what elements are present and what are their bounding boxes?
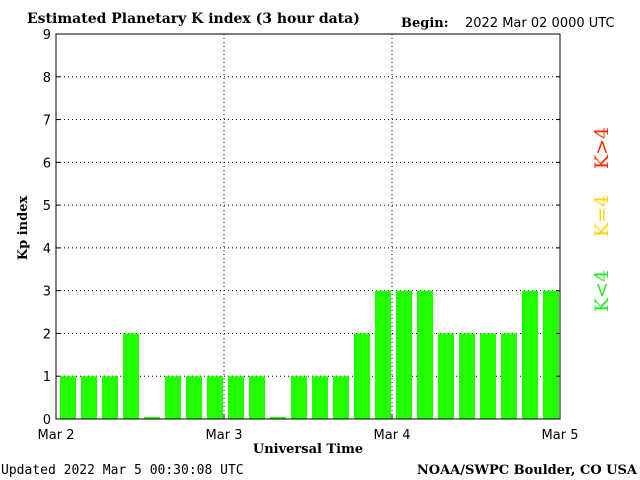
kp-bar <box>375 290 391 419</box>
y-tick-label: 6 <box>43 156 51 171</box>
begin-value: 2022 Mar 02 0000 UTC <box>465 16 615 31</box>
kp-bar <box>333 376 349 419</box>
kp-bar <box>270 416 286 419</box>
y-tick-label: 4 <box>43 242 51 257</box>
kp-bar <box>291 376 307 419</box>
kp-bar <box>417 290 433 419</box>
x-tick-label: Mar 4 <box>374 428 411 443</box>
y-tick-label: 9 <box>43 28 51 43</box>
kp-bar <box>459 333 475 419</box>
kp-bar <box>396 290 412 419</box>
y-tick-label: 2 <box>43 327 51 342</box>
y-tick-label: 1 <box>43 370 51 385</box>
kp-bar <box>102 376 118 419</box>
kp-bar <box>228 376 244 419</box>
legend-k-equal-4: K=4 <box>591 195 613 237</box>
legend-k-less-4: K<4 <box>591 270 613 312</box>
x-tick-label: Mar 2 <box>38 428 75 443</box>
kp-bar <box>123 333 139 419</box>
kp-bar <box>480 333 496 419</box>
kp-bar <box>165 376 181 419</box>
kp-bar <box>312 376 328 419</box>
begin-label: Begin: <box>401 16 449 31</box>
kp-bar <box>81 376 97 419</box>
y-tick-label: 0 <box>43 413 51 428</box>
y-axis-label: Kp index <box>16 196 31 261</box>
x-tick-label: Mar 5 <box>542 428 579 443</box>
kp-bar <box>207 376 223 419</box>
y-axis-ticks: 0 1 2 3 4 5 6 7 8 9 <box>43 28 560 428</box>
grid-lines <box>56 34 560 419</box>
plot-frame <box>55 33 561 420</box>
kp-bar <box>522 290 538 419</box>
kp-bar <box>60 376 76 419</box>
chart-title: Estimated Planetary K index (3 hour data… <box>27 11 360 27</box>
y-tick-label: 5 <box>43 199 51 214</box>
y-tick-label: 3 <box>43 285 51 300</box>
bar-series <box>60 290 559 419</box>
x-axis-label: Universal Time <box>253 442 363 457</box>
kp-bar <box>543 290 559 419</box>
kp-bar <box>438 333 454 419</box>
kp-bar <box>144 416 160 419</box>
kp-bar <box>186 376 202 419</box>
kp-bar <box>249 376 265 419</box>
x-tick-label: Mar 3 <box>206 428 243 443</box>
y-tick-label: 7 <box>43 114 51 129</box>
legend-k-greater-4: K>4 <box>591 127 613 169</box>
y-tick-label: 8 <box>43 71 51 86</box>
kp-bar <box>501 333 517 419</box>
kp-bar <box>354 333 370 419</box>
updated-timestamp: Updated 2022 Mar 5 00:30:08 UTC <box>1 463 244 478</box>
source-credit: NOAA/SWPC Boulder, CO USA <box>417 463 638 478</box>
x-axis-ticks: Mar 2 Mar 3 Mar 4 Mar 5 <box>38 415 579 443</box>
